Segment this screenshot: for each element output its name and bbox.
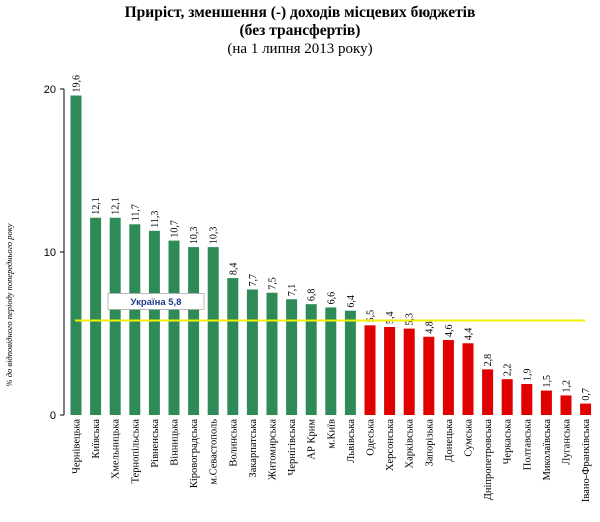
category-label: Тернопільська bbox=[130, 419, 141, 484]
bar bbox=[442, 340, 454, 415]
category-label: Волинська bbox=[228, 419, 239, 467]
value-label: 5,5 bbox=[366, 310, 377, 323]
category-label: Одеська bbox=[366, 419, 377, 456]
category-label: Запорізька bbox=[424, 419, 435, 467]
value-label: 12,1 bbox=[91, 197, 102, 215]
bar bbox=[560, 395, 572, 415]
y-tick-label: 20 bbox=[44, 84, 56, 96]
category-label: Сумська bbox=[464, 419, 475, 457]
value-label: 10,3 bbox=[209, 227, 220, 245]
value-label: 4,4 bbox=[464, 328, 475, 341]
value-label: 7,7 bbox=[248, 274, 259, 287]
value-label: 1,9 bbox=[522, 369, 533, 382]
y-axis-label: % до відповідного періоду попереднього р… bbox=[4, 223, 14, 386]
bar bbox=[521, 384, 533, 415]
bar bbox=[286, 299, 298, 415]
value-label: 10,3 bbox=[189, 227, 200, 245]
bar bbox=[384, 326, 396, 415]
value-label: 4,6 bbox=[444, 325, 455, 338]
bar bbox=[325, 307, 337, 415]
category-label: АР Крим bbox=[307, 419, 318, 460]
category-label: Закарпатська bbox=[248, 419, 259, 478]
bar bbox=[109, 217, 121, 415]
bar bbox=[246, 289, 258, 415]
category-label: Полтавська bbox=[522, 419, 533, 471]
category-label: Дніпропетровська bbox=[483, 419, 494, 501]
category-label: Вінницька bbox=[170, 419, 181, 466]
category-label: Івано-Франківська bbox=[581, 419, 592, 502]
category-label: Рівненська bbox=[150, 419, 161, 468]
value-labels-group: 19,6 12,1 12,1 11,7 11,3 10,7 10,3 10,3 8,4 7,7 7,… bbox=[72, 75, 593, 401]
bar bbox=[482, 369, 494, 415]
value-label: 6,4 bbox=[346, 295, 357, 308]
chart-subtitle: (без трансфертів) bbox=[239, 22, 361, 39]
bar bbox=[188, 247, 200, 415]
bar bbox=[403, 328, 415, 415]
bar bbox=[580, 403, 592, 415]
bar bbox=[90, 217, 102, 415]
y-tick-label: 10 bbox=[44, 247, 56, 259]
category-label: м.Севастополь bbox=[209, 419, 220, 485]
reference-label: Україна 5,8 bbox=[131, 297, 182, 308]
reference-label-box bbox=[107, 293, 205, 310]
value-label: 7,5 bbox=[268, 277, 279, 290]
value-label: 2,2 bbox=[503, 364, 514, 377]
category-label: Харківська bbox=[405, 419, 416, 469]
bar bbox=[70, 95, 82, 416]
value-label: 8,4 bbox=[228, 263, 239, 276]
bar bbox=[227, 278, 239, 415]
bar bbox=[423, 336, 435, 415]
value-label: 1,5 bbox=[542, 375, 553, 388]
y-ticks: 0 10 20 bbox=[44, 84, 64, 422]
value-label: 6,6 bbox=[326, 292, 337, 305]
bar bbox=[305, 304, 317, 415]
category-label: Львівська bbox=[346, 419, 357, 463]
category-label: Житомирська bbox=[268, 419, 279, 480]
bar bbox=[168, 240, 180, 415]
value-label: 12,1 bbox=[111, 197, 122, 215]
bar bbox=[266, 292, 278, 415]
chart-title: Приріст, зменшення (-) доходів місцевих … bbox=[124, 4, 476, 21]
value-label: 7,1 bbox=[287, 284, 298, 297]
category-label: Херсонська bbox=[385, 419, 396, 471]
category-label: Чернігівська bbox=[287, 419, 298, 476]
value-label: 11,3 bbox=[150, 211, 161, 228]
value-label: 5,4 bbox=[385, 311, 396, 324]
chart-subtitle-date: (на 1 липня 2013 року) bbox=[227, 41, 373, 57]
value-label: 19,6 bbox=[72, 75, 83, 93]
chart-title-block: Приріст, зменшення (-) доходів місцевих … bbox=[0, 4, 600, 58]
category-label: Миколаївська bbox=[542, 419, 553, 481]
bar bbox=[540, 390, 552, 415]
value-label: 2,8 bbox=[483, 354, 494, 367]
category-label: Хмельницька bbox=[111, 419, 122, 480]
category-label: Київська bbox=[91, 419, 102, 459]
bar bbox=[462, 343, 474, 415]
bar bbox=[207, 247, 219, 415]
value-label: 5,3 bbox=[405, 313, 416, 326]
category-label: Кіровоградська bbox=[189, 419, 200, 489]
value-label: 4,8 bbox=[424, 321, 435, 334]
bar bbox=[501, 379, 513, 415]
y-tick-label: 0 bbox=[50, 410, 56, 422]
bar bbox=[344, 310, 356, 415]
category-label: Черкаська bbox=[503, 419, 514, 465]
value-label: 10,7 bbox=[170, 220, 181, 238]
category-label: м.Київ bbox=[326, 419, 337, 449]
category-label: Луганська bbox=[562, 419, 573, 465]
bar bbox=[364, 325, 376, 415]
category-labels-group: Чернівецька Київська Хмельницька Тернопільс… bbox=[72, 419, 593, 502]
value-label: 11,7 bbox=[130, 204, 141, 221]
value-label: 1,2 bbox=[562, 380, 573, 393]
bar bbox=[148, 230, 160, 415]
value-label: 6,8 bbox=[307, 289, 318, 302]
category-label: Чернівецька bbox=[72, 419, 83, 474]
value-label: 0,7 bbox=[581, 388, 592, 401]
category-label: Донецька bbox=[444, 419, 455, 462]
